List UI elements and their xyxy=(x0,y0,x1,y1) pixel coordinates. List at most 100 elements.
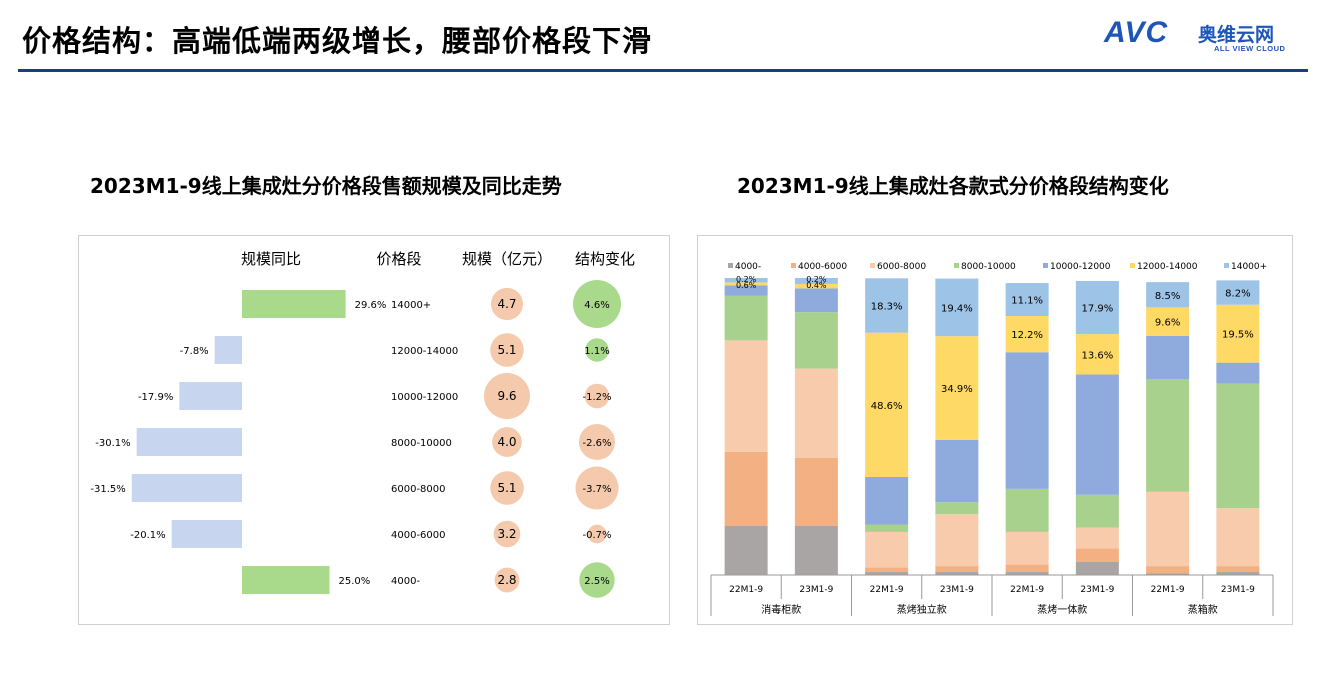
stack-segment xyxy=(724,451,768,526)
avc-logo: AVC 奥维云网 ALL VIEW CLOUD xyxy=(1104,16,1309,60)
legend-label: 10000-12000 xyxy=(1050,262,1111,272)
scale-label: 3.2 xyxy=(497,527,516,541)
stack-segment xyxy=(1216,383,1260,509)
stack-segment xyxy=(794,278,838,284)
yoy-label: -17.9% xyxy=(138,392,173,403)
stack-segment xyxy=(1075,334,1119,375)
stack-segment xyxy=(865,476,909,525)
scale-bubble xyxy=(484,373,530,419)
structure-bubble xyxy=(575,466,619,510)
segment-value-label: 12.2% xyxy=(1011,330,1043,341)
scale-bubble xyxy=(493,520,521,548)
segment-value-label: 19.4% xyxy=(941,303,973,314)
stack-segment xyxy=(1146,307,1190,336)
stack-segment xyxy=(724,295,768,341)
category-label: 22M1-9 xyxy=(1010,585,1044,595)
segment-value-label: 9.6% xyxy=(1155,318,1180,329)
scale-bubble xyxy=(492,427,522,457)
legend-swatch xyxy=(1043,263,1048,268)
stack-segment xyxy=(1005,564,1049,573)
structure-label: -1.2% xyxy=(582,392,611,403)
small-value-label: 0.6% xyxy=(736,281,757,290)
stack-segment xyxy=(1005,488,1049,532)
segment-value-label: 8.2% xyxy=(1225,289,1250,300)
stack-segment xyxy=(1075,280,1119,335)
segment-label: 4000- xyxy=(391,576,420,587)
stack-segment xyxy=(1146,335,1190,379)
stack-segment xyxy=(1005,531,1049,565)
structure-bubble xyxy=(584,383,610,409)
stack-segment xyxy=(1146,491,1190,567)
stack-segment xyxy=(724,285,768,296)
yoy-bar xyxy=(242,566,330,594)
segment-value-label: 17.9% xyxy=(1081,304,1113,315)
structure-label: -2.6% xyxy=(582,438,611,449)
segment-label: 10000-12000 xyxy=(391,392,458,403)
legend-label: 4000- xyxy=(735,262,761,272)
stack-segment xyxy=(935,439,979,503)
category-label: 23M1-9 xyxy=(799,585,833,595)
stack-segment xyxy=(935,278,979,337)
yoy-label: -31.5% xyxy=(90,484,125,495)
segment-label: 6000-8000 xyxy=(391,484,446,495)
structure-label: 4.6% xyxy=(584,300,609,311)
scale-label: 9.6 xyxy=(497,389,516,403)
category-label: 23M1-9 xyxy=(940,585,974,595)
structure-bubble xyxy=(578,423,616,461)
stack-segment xyxy=(1005,352,1049,489)
segment-label: 14000+ xyxy=(391,300,431,311)
category-label: 22M1-9 xyxy=(870,585,904,595)
segment-value-label: 18.3% xyxy=(871,301,903,312)
category-label: 22M1-9 xyxy=(729,585,763,595)
segment-value-label: 11.1% xyxy=(1011,296,1043,307)
legend-swatch xyxy=(791,263,796,268)
segment-value-label: 13.6% xyxy=(1081,350,1113,361)
stack-segment xyxy=(935,566,979,573)
yoy-bar xyxy=(179,382,242,410)
stack-segment xyxy=(865,332,909,477)
logo-chinese-name: 奥维云网 xyxy=(1198,24,1275,46)
small-value-label: 0.2% xyxy=(736,275,757,284)
scale-label: 4.7 xyxy=(497,297,516,311)
stack-segment xyxy=(794,283,838,289)
yoy-bar xyxy=(214,336,242,364)
legend-label: 4000-6000 xyxy=(798,262,847,272)
stack-segment xyxy=(1075,548,1119,562)
legend-swatch xyxy=(954,263,959,268)
yoy-bar xyxy=(136,428,242,456)
stack-segment xyxy=(794,368,838,458)
yoy-label: -20.1% xyxy=(130,530,165,541)
stack-segment xyxy=(865,524,909,532)
segment-label: 4000-6000 xyxy=(391,530,446,541)
right-chart-title: 2023M1-9线上集成灶各款式分价格段结构变化 xyxy=(737,174,1169,198)
stack-segment xyxy=(794,312,838,369)
scale-bubble xyxy=(490,471,524,505)
stack-segment xyxy=(865,567,909,573)
stack-segment xyxy=(1005,283,1049,317)
group-label: 消毒柜款 xyxy=(761,603,801,616)
structure-label: -0.7% xyxy=(582,530,611,541)
small-value-label: 0.4% xyxy=(806,281,827,290)
stack-segment xyxy=(935,336,979,440)
stack-segment xyxy=(724,340,768,452)
yoy-label: -30.1% xyxy=(95,438,130,449)
scale-label: 2.8 xyxy=(497,573,516,587)
left-chart-title: 2023M1-9线上集成灶分价格段售额规模及同比走势 xyxy=(90,174,562,198)
stack-segment xyxy=(794,457,838,526)
small-value-label: 0.2% xyxy=(806,275,827,284)
scale-bubble xyxy=(494,567,520,593)
yoy-label: 29.6% xyxy=(355,300,387,311)
header-segment: 价格段 xyxy=(376,250,421,268)
legend-label: 14000+ xyxy=(1231,262,1267,272)
stack-segment xyxy=(724,282,768,286)
segment-value-label: 34.9% xyxy=(941,384,973,395)
segment-value-label: 48.6% xyxy=(871,401,903,412)
stack-segment xyxy=(724,525,768,575)
stack-segment xyxy=(1216,304,1260,363)
stack-segment xyxy=(935,502,979,515)
yoy-label: 25.0% xyxy=(339,576,371,587)
price-segment-table-chart: 规模同比 价格段 规模（亿元） 结构变化 29.6% 14000+ 4.7 4.6% -7.8%… xyxy=(90,250,635,598)
category-label: 23M1-9 xyxy=(1080,585,1114,595)
stack-segment xyxy=(1216,362,1260,384)
stack-segment xyxy=(935,572,979,575)
